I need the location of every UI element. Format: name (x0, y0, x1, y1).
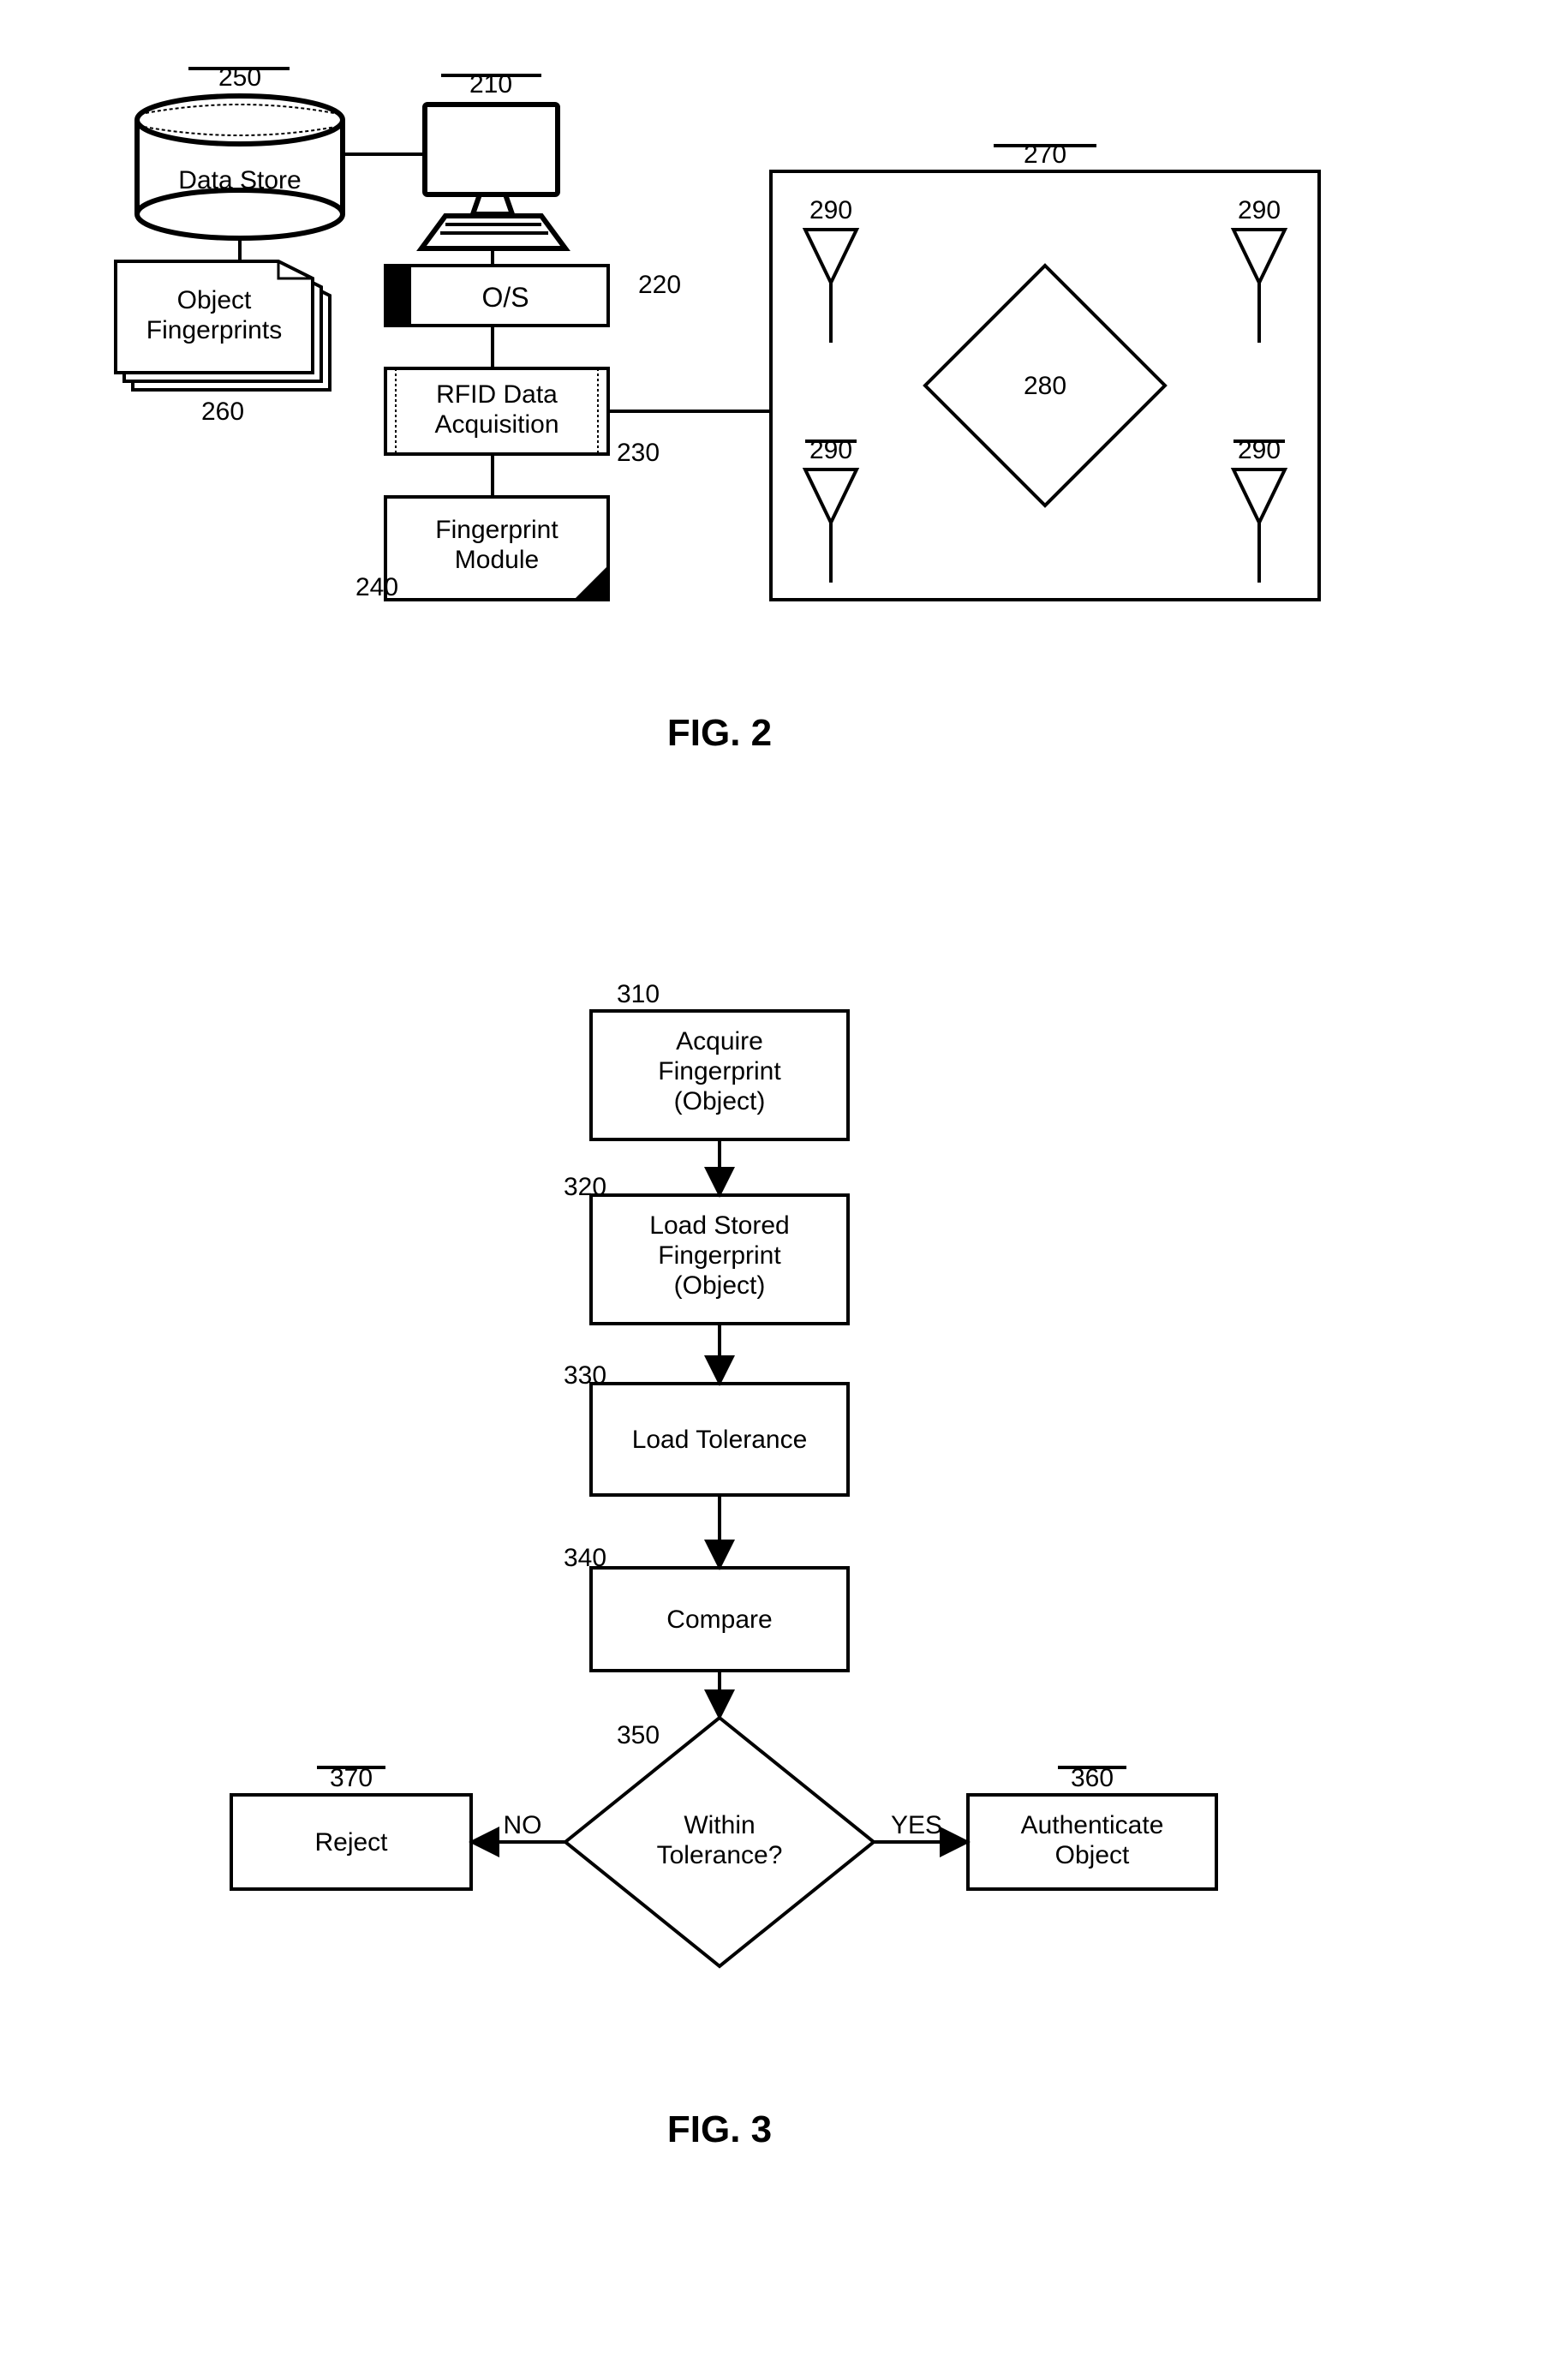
computer-icon (421, 105, 565, 248)
tolerance-ref: 330 (564, 1361, 606, 1390)
auth-l2: Object (1055, 1841, 1130, 1869)
load-l1: Load Stored (649, 1211, 789, 1240)
figure-2-title: FIG. 2 (667, 712, 772, 754)
fpmodule-label-2: Module (455, 546, 539, 574)
acquire-ref: 310 (617, 980, 660, 1008)
rfid-tag-ref: 280 (1024, 372, 1066, 400)
acquire-l1: Acquire (676, 1027, 763, 1055)
fingerprints-label-1: Object (177, 286, 252, 314)
os-label: O/S (481, 282, 529, 313)
fingerprints-label-2: Fingerprints (146, 316, 282, 344)
load-l2: Fingerprint (658, 1241, 781, 1270)
figure-3-title: FIG. 3 (667, 2108, 772, 2150)
load-ref: 320 (564, 1173, 606, 1201)
figure-3: Acquire Fingerprint (Object) 310 Load St… (231, 980, 1216, 2150)
tolerance-label: Load Tolerance (632, 1426, 808, 1454)
compare-label: Compare (666, 1606, 772, 1634)
load-l3: (Object) (674, 1271, 766, 1300)
rfid-label-1: RFID Data (436, 380, 558, 409)
rfid-label-2: Acquisition (434, 410, 558, 439)
acquire-l2: Fingerprint (658, 1057, 781, 1085)
fpmodule-ref: 240 (355, 573, 398, 601)
antenna-tr-ref: 290 (1238, 196, 1281, 224)
fingerprints-ref: 260 (201, 398, 244, 426)
compare-ref: 340 (564, 1544, 606, 1572)
rfid-ref: 230 (617, 439, 660, 467)
decision-ref: 350 (617, 1721, 660, 1749)
decision-l2: Tolerance? (657, 1841, 783, 1869)
decision-l1: Within (684, 1811, 755, 1839)
figure-2: 210 Data Store 250 Object Fingerprints 2… (116, 63, 1319, 754)
os-ref: 220 (638, 271, 681, 299)
auth-l1: Authenticate (1021, 1811, 1164, 1839)
antenna-tl-ref: 290 (809, 196, 852, 224)
reject-label: Reject (314, 1828, 388, 1857)
acquire-l3: (Object) (674, 1087, 766, 1115)
edge-no-label: NO (504, 1811, 542, 1839)
fpmodule-label-1: Fingerprint (435, 516, 558, 544)
datastore-label: Data Store (178, 166, 301, 194)
edge-yes-label: YES (891, 1811, 942, 1839)
